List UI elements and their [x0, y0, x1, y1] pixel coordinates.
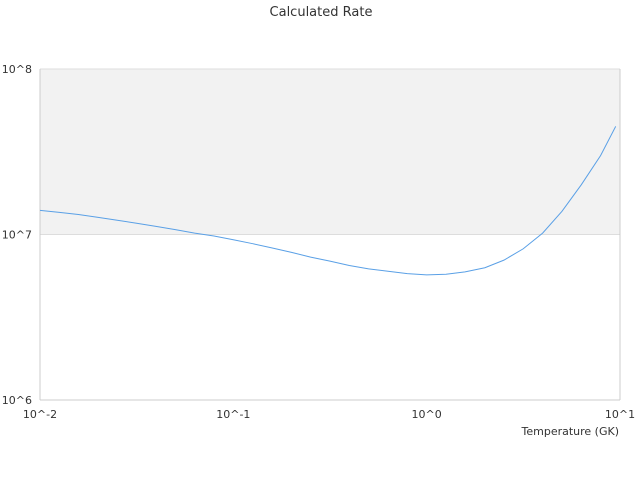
- x-tick-label-2: 10^0: [412, 408, 442, 421]
- y-tick-label-0: 10^6: [2, 394, 32, 407]
- plot-band: [40, 69, 620, 235]
- tick-layer: 10^6 10^7 10^8 10^-2 10^-1 10^0 10^1: [2, 63, 635, 421]
- x-tick-label-1: 10^-1: [216, 408, 250, 421]
- chart-title: Calculated Rate: [270, 5, 373, 20]
- x-tick-label-0: 10^-2: [23, 408, 57, 421]
- series-layer: [39, 126, 617, 276]
- x-axis-label: Temperature (GK): [521, 425, 620, 438]
- axis-layer: [39, 69, 621, 401]
- band-layer: [40, 69, 620, 235]
- series-line-0: [39, 126, 617, 276]
- x-tick-label-3: 10^1: [605, 408, 635, 421]
- y-tick-label-1: 10^7: [2, 229, 32, 242]
- y-tick-label-2: 10^8: [2, 63, 32, 76]
